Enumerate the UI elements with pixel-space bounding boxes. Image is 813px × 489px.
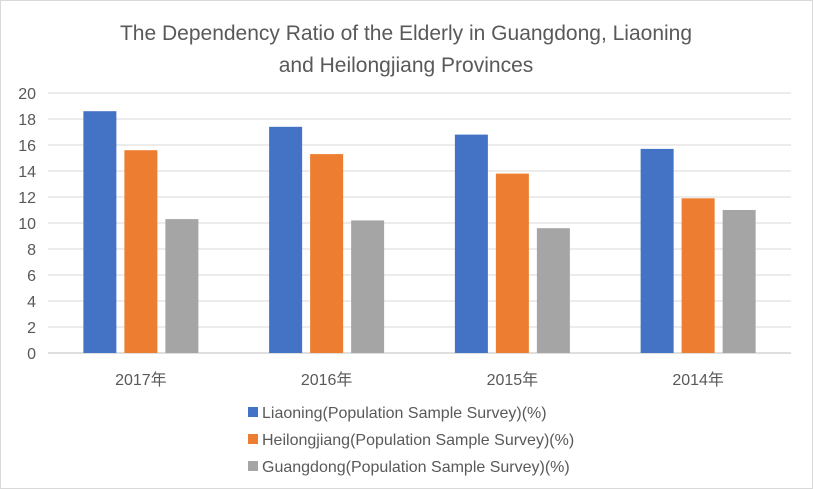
y-tick-label: 10 xyxy=(18,216,36,233)
chart-title-line-2: and Heilongjiang Provinces xyxy=(279,54,534,77)
x-category-label: 2015年 xyxy=(487,371,539,389)
bar-series-2-cat-0 xyxy=(165,219,199,353)
y-tick-label: 2 xyxy=(27,320,36,337)
legend-label: Guangdong(Population Sample Survey)(%) xyxy=(262,459,570,476)
x-category-label: 2016年 xyxy=(301,371,353,389)
y-tick-label: 4 xyxy=(27,294,36,311)
y-axis-ticks: 0 2 4 6 8 10 12 14 16 18 20 xyxy=(18,86,36,363)
y-tick-label: 6 xyxy=(27,268,36,285)
x-category-label: 2014年 xyxy=(672,371,724,389)
legend-label: Liaoning(Population Sample Survey)(%) xyxy=(262,405,547,422)
y-tick-label: 8 xyxy=(27,242,36,259)
legend-swatch xyxy=(248,434,258,444)
gridlines xyxy=(48,92,791,354)
bar-series-0-cat-3 xyxy=(640,148,674,353)
y-tick-label: 18 xyxy=(18,112,36,129)
bar-series-0-cat-1 xyxy=(269,126,303,353)
x-category-label: 2017年 xyxy=(115,371,167,389)
bar-series-1-cat-0 xyxy=(124,150,158,353)
legend-swatch xyxy=(248,461,258,471)
y-tick-label: 20 xyxy=(18,86,36,103)
legend-swatch xyxy=(248,407,258,417)
y-tick-label: 0 xyxy=(27,346,36,363)
bar-series-0-cat-2 xyxy=(454,134,488,353)
bar-series-0-cat-0 xyxy=(83,111,117,353)
legend-label: Heilongjiang(Population Sample Survey)(%… xyxy=(262,432,574,449)
bar-series-2-cat-2 xyxy=(536,228,570,353)
bar-series-2-cat-3 xyxy=(722,210,756,353)
bar-series-1-cat-2 xyxy=(495,173,529,353)
legend: Liaoning(Population Sample Survey)(%) Hei… xyxy=(248,405,574,476)
bar-series-2-cat-1 xyxy=(351,220,385,353)
x-axis-categories: 2017年 2016年 2015年 2014年 xyxy=(115,371,724,389)
y-tick-label: 12 xyxy=(18,190,36,207)
bar-series-1-cat-1 xyxy=(310,154,344,353)
bars xyxy=(83,111,756,353)
y-tick-label: 16 xyxy=(18,138,36,155)
chart-title-line-1: The Dependency Ratio of the Elderly in G… xyxy=(120,22,692,45)
y-tick-label: 14 xyxy=(18,164,36,181)
bar-series-1-cat-3 xyxy=(681,198,715,353)
